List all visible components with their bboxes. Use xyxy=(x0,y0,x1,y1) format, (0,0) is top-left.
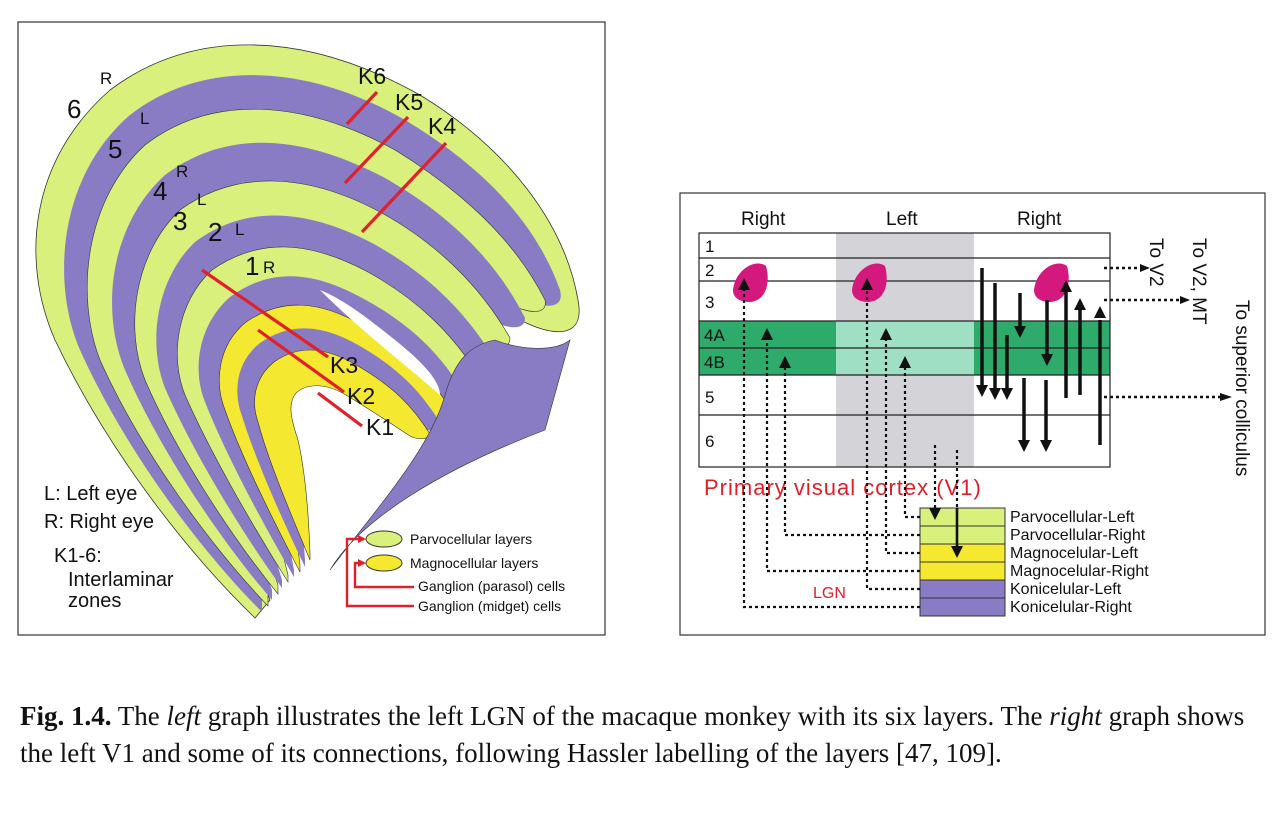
eye-letter-4: R xyxy=(176,162,188,181)
legend-k-line3: zones xyxy=(68,590,121,612)
layer-number-3: 3 xyxy=(173,206,187,236)
output-arrows xyxy=(1104,266,1220,399)
lgn-bar-konio-left: Konicelular-Left xyxy=(1010,581,1122,598)
figure-canvas: 6 R 5 L 4 R 3 L 2 L 1 R K6 K5 K4 K3 K2 K… xyxy=(17,21,1266,636)
layer-number-5: 5 xyxy=(108,134,122,164)
blob-right-2 xyxy=(1034,263,1069,302)
legend-k-line2: Interlaminar xyxy=(68,569,174,591)
caption-right-word: right xyxy=(1049,701,1102,731)
layer-number-2: 2 xyxy=(208,217,222,247)
k-lines xyxy=(201,90,448,428)
eye-letter-5: L xyxy=(140,109,149,128)
layer-label-4a: 4A xyxy=(704,326,725,345)
k-labels: K6 K5 K4 K3 K2 K1 xyxy=(330,63,456,440)
lgn-labels: 6 R 5 L 4 R 3 L 2 L 1 R xyxy=(67,69,275,281)
layer-label-1: 1 xyxy=(705,237,714,256)
layer-label-2: 2 xyxy=(705,261,714,280)
k2-line xyxy=(257,328,345,394)
legend-magno-label: Magnocellular layers xyxy=(410,555,538,571)
lgn-legend-box: Parvocellular layers Magnocellular layer… xyxy=(345,530,565,614)
eye-letter-6: R xyxy=(100,69,112,88)
caption-text-1: The xyxy=(117,701,167,731)
caption-text-2: graph illustrates the left LGN of the ma… xyxy=(201,701,1050,731)
lgn-layer-bars xyxy=(919,507,1006,617)
intracortical-arrows xyxy=(980,268,1102,445)
layer-label-6: 6 xyxy=(705,432,714,451)
lgn-base xyxy=(329,339,571,571)
lgn-bar-parvo-right: Parvocellular-Right xyxy=(1010,527,1146,544)
lgn-bar-magno-right: Magnocelular-Right xyxy=(1010,563,1149,580)
lgn-bar-parvo-left: Parvocellular-Left xyxy=(1010,509,1135,526)
k1-line xyxy=(317,391,363,428)
output-to-v2-mt: To V2, MT xyxy=(1188,238,1209,325)
k1-label: K1 xyxy=(366,414,394,440)
output-to-v2: To V2 xyxy=(1145,238,1166,287)
caption-label: Fig. 1.4. xyxy=(20,701,112,731)
parvo-swatch xyxy=(365,530,403,548)
layer-number-4: 4 xyxy=(153,176,167,206)
eye-letter-1: R xyxy=(263,258,275,277)
k5-label: K5 xyxy=(395,89,423,115)
column-header-right-1: Right xyxy=(741,209,786,230)
v1-column-headers: Right Left Right xyxy=(741,209,1062,230)
lgn-projection-arrowheads xyxy=(738,278,941,520)
column-header-right-2: Right xyxy=(1017,209,1062,230)
layer-label-3: 3 xyxy=(705,293,714,312)
k6-label: K6 xyxy=(358,63,386,89)
lgn-layers xyxy=(35,44,580,619)
caption-left-word: left xyxy=(166,701,202,731)
blob-right-1 xyxy=(733,263,768,302)
figure-caption: Fig. 1.4. The left graph illustrates the… xyxy=(20,698,1265,772)
output-labels: To V2 To V2, MT To superior colliculus xyxy=(1145,238,1252,476)
layer-number-1: 1 xyxy=(245,251,259,281)
k3-line xyxy=(201,268,329,359)
k3-label: K3 xyxy=(330,352,358,378)
output-to-superior-colliculus: To superior colliculus xyxy=(1231,300,1252,476)
legend-k-title: K1-6: xyxy=(54,545,102,567)
magno-swatch xyxy=(365,554,403,572)
magno-solid-arrowhead xyxy=(951,546,963,558)
k6-line xyxy=(345,90,379,126)
layer-label-5: 5 xyxy=(705,388,714,407)
eye-letter-2: L xyxy=(235,220,244,239)
legend-parvo-label: Parvocellular layers xyxy=(410,531,532,547)
lgn-projections xyxy=(742,290,959,609)
k5-line xyxy=(343,115,410,185)
legend-left-eye: L: Left eye xyxy=(44,483,137,505)
lgn-legend: L: Left eye R: Right eye K1-6: Interlami… xyxy=(44,483,174,612)
caption-text-3: graph shows the left V1 and some of its … xyxy=(20,701,1245,768)
k4-label: K4 xyxy=(428,113,456,139)
column-header-left: Left xyxy=(886,209,918,230)
layer-number-6: 6 xyxy=(67,94,81,124)
eye-letter-3: L xyxy=(197,190,206,209)
output-arrowheads xyxy=(1140,264,1232,401)
lgn-layer-names: Parvocellular-Left Parvocellular-Right M… xyxy=(1010,509,1149,616)
legend-parasol-label: Ganglion (parasol) cells xyxy=(418,578,565,594)
intracortical-arrowheads xyxy=(976,280,1106,452)
k2-label: K2 xyxy=(347,383,375,409)
cytochrome-blobs xyxy=(733,263,1069,302)
layer-label-4b: 4B xyxy=(704,353,725,372)
lgn-hilum xyxy=(320,290,440,395)
cortex-layer-labels: 1 2 3 4A 4B 5 6 xyxy=(704,237,725,451)
lgn-bar-magno-left: Magnocelular-Left xyxy=(1010,545,1139,562)
lgn-bar-konio-right: Konicelular-Right xyxy=(1010,599,1132,616)
legend-midget-label: Ganglion (midget) cells xyxy=(418,598,561,614)
v1-title: Primary visual cortex (V1) xyxy=(704,475,982,500)
k4-line xyxy=(360,141,448,234)
legend-right-eye: R: Right eye xyxy=(44,511,154,533)
lgn-label: LGN xyxy=(813,585,846,602)
